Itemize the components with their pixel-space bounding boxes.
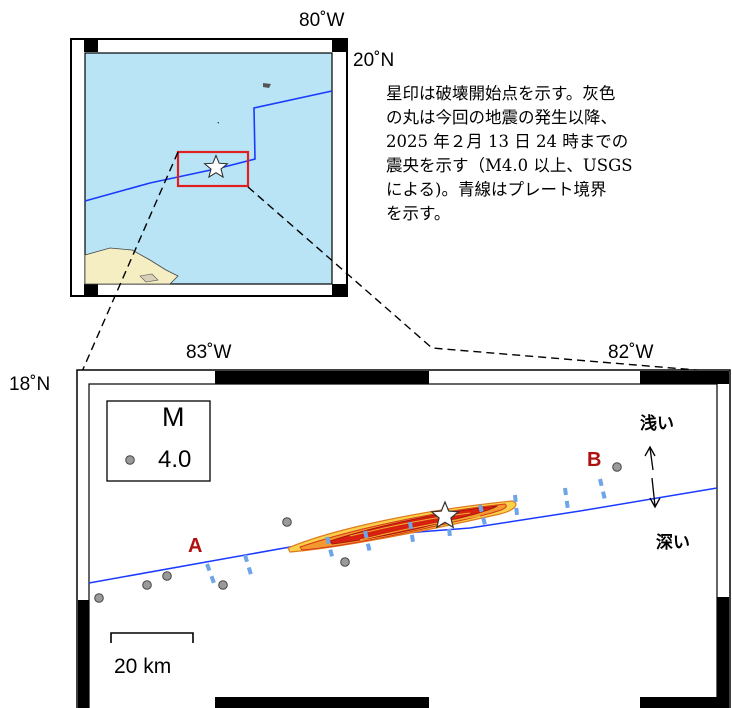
- inset-plate-boundary: [84, 90, 333, 202]
- legend-box: [106, 400, 211, 482]
- inset-island: [217, 122, 219, 124]
- scale-bar: [110, 632, 194, 643]
- shallow-label: 浅い: [640, 414, 674, 434]
- inset-lat-label: 20˚N: [353, 50, 395, 71]
- inset-land-islet: [139, 273, 159, 283]
- main-frame-tick: [717, 597, 729, 708]
- description-line: による)。青線はプレート境界: [386, 180, 607, 199]
- inset-island: [263, 83, 271, 88]
- inset-star-icon: [203, 154, 229, 179]
- main-lat-label: 18˚N: [9, 374, 51, 395]
- epicenter-dot: [218, 580, 228, 590]
- deep-label: 深い: [656, 533, 690, 553]
- epicenter-dot: [340, 557, 350, 567]
- main-frame-tick: [78, 600, 89, 708]
- inset-frame-tick: [332, 284, 346, 296]
- section-label-a: A: [188, 535, 203, 557]
- fault-dashes: [205, 478, 607, 584]
- epicenter-dot: [282, 517, 292, 527]
- inset-frame-tick: [84, 40, 98, 52]
- main-frame-tick: [640, 371, 729, 384]
- inset-focus-box: [176, 150, 250, 188]
- epicenter-dot: [94, 593, 104, 603]
- description-line: 2025 年２月 13 日 24 時までの: [386, 132, 629, 151]
- legend-value: 4.0: [158, 446, 192, 473]
- inset-land: [84, 247, 179, 285]
- inset-frame-tick: [84, 284, 98, 296]
- connector-line-left: [76, 151, 179, 384]
- rupture-start-star-icon: [430, 500, 460, 529]
- main-lon-label-82w: 82˚W: [608, 342, 654, 363]
- main-frame-tick: [215, 371, 429, 384]
- epicenters: [94, 462, 622, 603]
- connector-line-right: [247, 186, 721, 373]
- main-frame-tick: [215, 697, 429, 708]
- scale-label: 20 km: [114, 655, 172, 678]
- description-line: の丸は今回の地震の発生以降、: [386, 108, 617, 127]
- main-frame-tick: [640, 697, 717, 708]
- section-label-b: B: [587, 449, 602, 471]
- inset-sea: [84, 52, 333, 285]
- epicenter-dot: [162, 571, 172, 581]
- legend-title: M: [162, 402, 185, 432]
- inset-lon-label: 80˚W: [299, 10, 345, 31]
- plate-boundary: [88, 487, 718, 584]
- depth-arrows: [644, 445, 661, 509]
- description-line: 震央を示す（M4.0 以上、USGS: [386, 156, 633, 175]
- epicenter-dot: [612, 462, 622, 472]
- description-line: を示す。: [386, 204, 451, 223]
- legend-dot: [125, 455, 135, 465]
- inset-frame-tick: [332, 40, 346, 52]
- epicenter-dot: [142, 580, 152, 590]
- inset-map: [70, 38, 348, 297]
- description-text: 星印は破壊開始点を示す。灰色 の丸は今回の地震の発生以降、 2025 年２月 1…: [386, 82, 716, 226]
- description-line: 星印は破壊開始点を示す。灰色: [386, 84, 616, 103]
- main-lon-label-83w: 83˚W: [186, 342, 232, 363]
